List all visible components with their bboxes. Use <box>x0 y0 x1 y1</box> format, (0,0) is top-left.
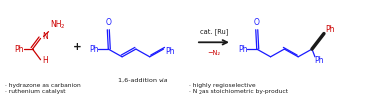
Text: Ph: Ph <box>166 46 175 55</box>
Text: · N: · N <box>189 89 197 94</box>
Text: −N₂: −N₂ <box>208 50 220 56</box>
Text: +: + <box>73 42 82 52</box>
Text: · ruthenium catalyst: · ruthenium catalyst <box>5 89 65 94</box>
Text: Ph: Ph <box>325 25 335 34</box>
Text: 2: 2 <box>198 90 201 95</box>
Text: cat. [Ru]: cat. [Ru] <box>200 28 228 35</box>
Text: 1,6-addition: 1,6-addition <box>118 78 159 83</box>
Text: O: O <box>254 18 260 27</box>
Text: NH: NH <box>51 20 62 29</box>
Text: Ph: Ph <box>238 45 247 54</box>
Text: Ph: Ph <box>314 56 324 65</box>
Text: 2: 2 <box>60 24 64 29</box>
Text: via: via <box>159 78 168 83</box>
Text: N: N <box>43 32 48 41</box>
Text: as stoichiometric by-product: as stoichiometric by-product <box>200 89 288 94</box>
Text: · highly regioselective: · highly regioselective <box>189 83 256 88</box>
Text: Ph: Ph <box>89 45 99 54</box>
Text: Ph: Ph <box>15 45 24 54</box>
Text: O: O <box>105 18 111 27</box>
Text: H: H <box>43 56 48 65</box>
Text: · hydrazone as carbanion: · hydrazone as carbanion <box>5 83 81 88</box>
